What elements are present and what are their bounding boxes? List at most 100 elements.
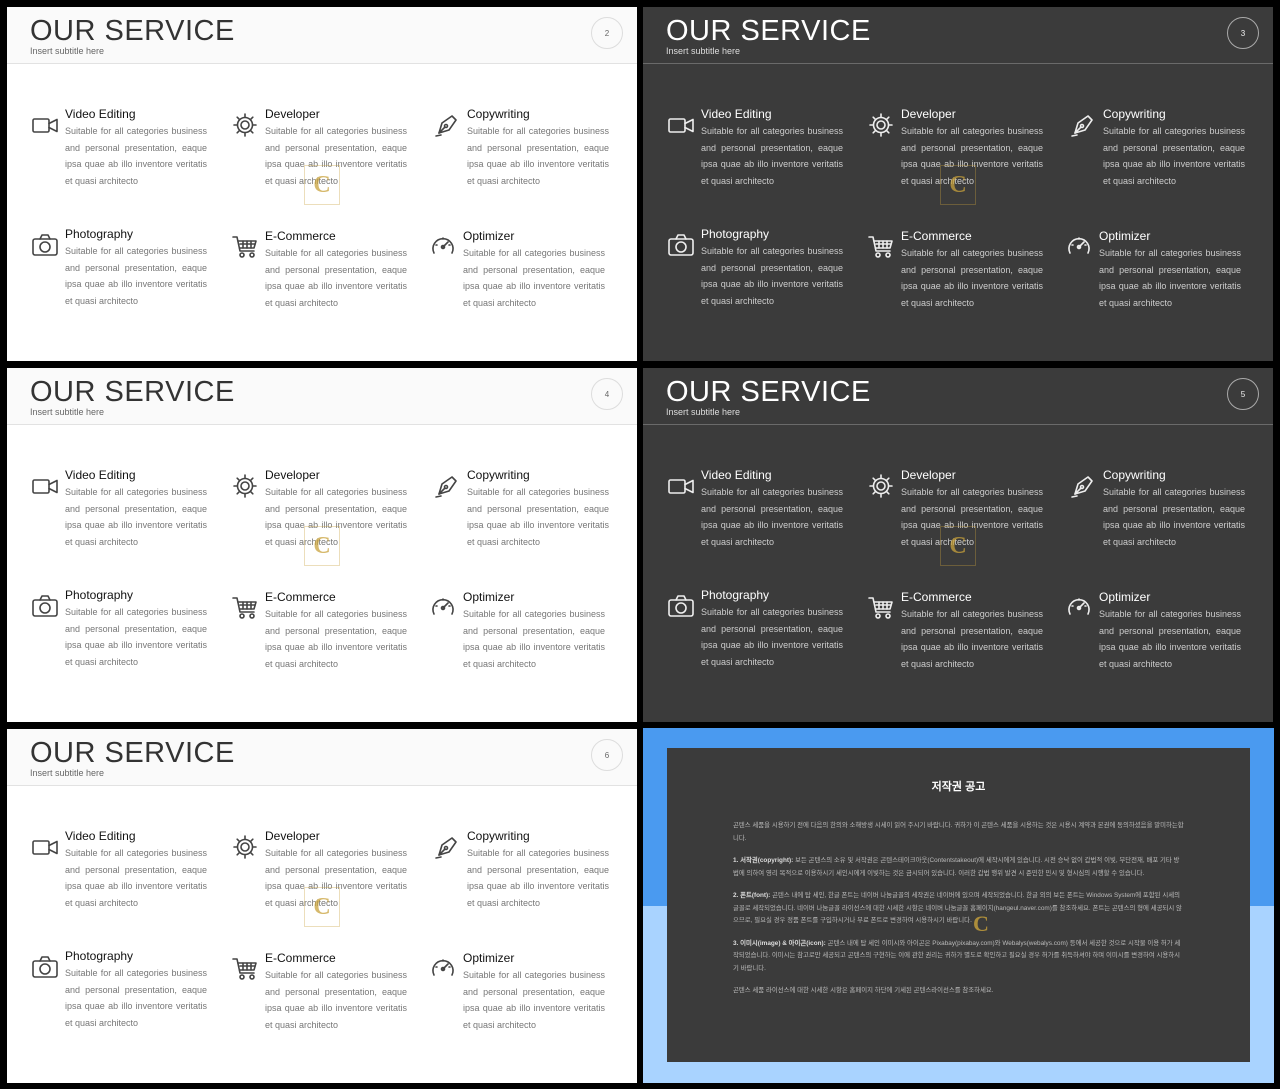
video-camera-icon bbox=[31, 111, 59, 139]
service-description: Suitable for all categories business and… bbox=[467, 487, 609, 547]
camera-icon bbox=[667, 592, 695, 620]
watermark-logo: C bbox=[940, 526, 976, 566]
service-description: Suitable for all categories business and… bbox=[65, 246, 207, 306]
service-title: Optimizer bbox=[463, 590, 515, 604]
copyright-item-label: 1. 서작권(copyright): bbox=[733, 857, 794, 864]
service-title: Copywriting bbox=[1103, 107, 1166, 121]
service-description: Suitable for all categories business and… bbox=[1099, 609, 1241, 669]
service-title: Video Editing bbox=[65, 829, 136, 843]
service-title: Photography bbox=[701, 227, 770, 241]
watermark-logo: C bbox=[304, 165, 340, 205]
gear-icon bbox=[231, 833, 259, 861]
watermark-letter: C bbox=[313, 532, 331, 559]
slide-number: 5 bbox=[1227, 378, 1259, 410]
service-title: E-Commerce bbox=[265, 951, 336, 965]
service-description: Suitable for all categories business and… bbox=[463, 970, 605, 1030]
shopping-cart-icon bbox=[231, 233, 259, 261]
service-title: Video Editing bbox=[701, 107, 772, 121]
copyright-item-label: 2. 폰트(font): bbox=[733, 892, 771, 899]
service-title: Video Editing bbox=[65, 468, 136, 482]
shopping-cart-icon bbox=[867, 594, 895, 622]
copyright-title: 저작권 공고 bbox=[931, 781, 986, 793]
service-description: Suitable for all categories business and… bbox=[265, 609, 407, 669]
watermark-letter: C bbox=[973, 911, 989, 936]
camera-icon bbox=[31, 953, 59, 981]
service-description: Suitable for all categories business and… bbox=[1099, 248, 1241, 308]
copyright-item: 3. 이미시(image) & 아이곤(icon): 곤텐스 내에 탑 세인 이… bbox=[733, 938, 1185, 976]
service-description: Suitable for all categories business and… bbox=[265, 126, 407, 186]
service-description: Suitable for all categories business and… bbox=[65, 607, 207, 667]
watermark-logo: C bbox=[304, 887, 340, 927]
watermark-logo: C bbox=[940, 165, 976, 205]
service-description: Suitable for all categories business and… bbox=[701, 126, 843, 186]
service-title: E-Commerce bbox=[901, 229, 972, 243]
service-slide: OUR SERVICE Insert subtitle here 4 Video Ed… bbox=[7, 368, 637, 722]
copyright-item-text: 곤텐스 내에 탑 세인 이미시와 아이곤은 Pixabay(pixabay.co… bbox=[733, 939, 1181, 972]
service-description: Suitable for all categories business and… bbox=[65, 487, 207, 547]
watermark-letter: C bbox=[949, 171, 967, 198]
service-title: Developer bbox=[265, 829, 320, 843]
service-title: Video Editing bbox=[65, 107, 136, 121]
copyright-item: 2. 폰트(font): 곤텐스 내에 탑 세인, 한글 폰트는 네이버 나눔글… bbox=[733, 890, 1185, 928]
service-description: Suitable for all categories business and… bbox=[1103, 126, 1245, 186]
copyright-body: 곤텐스 세품을 시용하기 전에 다음의 한의와 소해방생 시세이 읽어 주시기 … bbox=[733, 820, 1185, 1008]
service-description: Suitable for all categories business and… bbox=[701, 607, 843, 667]
speedometer-icon bbox=[1065, 233, 1093, 261]
speedometer-icon bbox=[1065, 594, 1093, 622]
service-title: Video Editing bbox=[701, 468, 772, 482]
watermark-letter: C bbox=[949, 532, 967, 559]
service-description: Suitable for all categories business and… bbox=[701, 246, 843, 306]
slide-title: OUR SERVICE bbox=[30, 15, 235, 47]
gear-icon bbox=[231, 472, 259, 500]
pen-nib-icon bbox=[1069, 472, 1097, 500]
pen-nib-icon bbox=[1069, 111, 1097, 139]
slide-subtitle: Insert subtitle here bbox=[30, 46, 105, 56]
slide-number: 4 bbox=[591, 378, 623, 410]
service-title: E-Commerce bbox=[265, 229, 336, 243]
speedometer-icon bbox=[429, 594, 457, 622]
service-description: Suitable for all categories business and… bbox=[467, 848, 609, 908]
service-description: Suitable for all categories business and… bbox=[463, 609, 605, 669]
copyright-item: 1. 서작권(copyright): 보든 곤텐스의 소유 및 서작권은 곤텐스… bbox=[733, 855, 1185, 880]
service-description: Suitable for all categories business and… bbox=[65, 848, 207, 908]
slide-header: OUR SERVICE Insert subtitle here 2 bbox=[7, 7, 637, 64]
service-title: Copywriting bbox=[467, 107, 530, 121]
speedometer-icon bbox=[429, 233, 457, 261]
pen-nib-icon bbox=[433, 111, 461, 139]
copyright-item-text: 곤텐스 내에 탑 세인, 한글 폰트는 네이버 나눔글꼴의 세작권은 네이버에 … bbox=[733, 892, 1182, 924]
slide-header: OUR SERVICE Insert subtitle here 3 bbox=[643, 7, 1273, 64]
service-slide: OUR SERVICE Insert subtitle here 5 Video Ed… bbox=[643, 368, 1273, 722]
service-description: Suitable for all categories business and… bbox=[467, 126, 609, 186]
video-camera-icon bbox=[667, 472, 695, 500]
service-description: Suitable for all categories business and… bbox=[265, 848, 407, 908]
watermark-logo: C bbox=[304, 526, 340, 566]
watermark-logo: C bbox=[969, 905, 993, 943]
watermark-letter: C bbox=[313, 171, 331, 198]
slide-number: 6 bbox=[591, 739, 623, 771]
slide-subtitle: Insert subtitle here bbox=[30, 407, 105, 417]
service-title: Developer bbox=[901, 107, 956, 121]
service-title: Optimizer bbox=[463, 951, 515, 965]
gear-icon bbox=[231, 111, 259, 139]
service-title: Photography bbox=[65, 588, 134, 602]
service-title: Optimizer bbox=[1099, 229, 1151, 243]
service-title: Photography bbox=[701, 588, 770, 602]
video-camera-icon bbox=[31, 472, 59, 500]
slide-subtitle: Insert subtitle here bbox=[666, 407, 741, 417]
service-title: Optimizer bbox=[1099, 590, 1151, 604]
copyright-item-text: 보든 곤텐스의 소유 및 서작권은 곤텐스테이크아웃(Contentstakeo… bbox=[733, 857, 1180, 877]
copyright-panel: 저작권 공고 곤텐스 세품을 시용하기 전에 다음의 한의와 소해방생 시세이 … bbox=[667, 748, 1250, 1062]
service-title: Developer bbox=[265, 107, 320, 121]
service-title: Developer bbox=[901, 468, 956, 482]
service-slide: OUR SERVICE Insert subtitle here 2 Video Ed… bbox=[7, 7, 637, 361]
service-title: Photography bbox=[65, 227, 134, 241]
slide-number: 2 bbox=[591, 17, 623, 49]
pen-nib-icon bbox=[433, 833, 461, 861]
service-description: Suitable for all categories business and… bbox=[701, 487, 843, 547]
copyright-item-label: 3. 이미시(image) & 아이곤(icon): bbox=[733, 939, 826, 947]
shopping-cart-icon bbox=[231, 955, 259, 983]
slide-title: OUR SERVICE bbox=[30, 376, 235, 408]
shopping-cart-icon bbox=[867, 233, 895, 261]
copyright-intro: 곤텐스 세품을 시용하기 전에 다음의 한의와 소해방생 시세이 읽어 주시기 … bbox=[733, 822, 1184, 842]
service-slide: OUR SERVICE Insert subtitle here 6 Video Ed… bbox=[7, 729, 637, 1083]
